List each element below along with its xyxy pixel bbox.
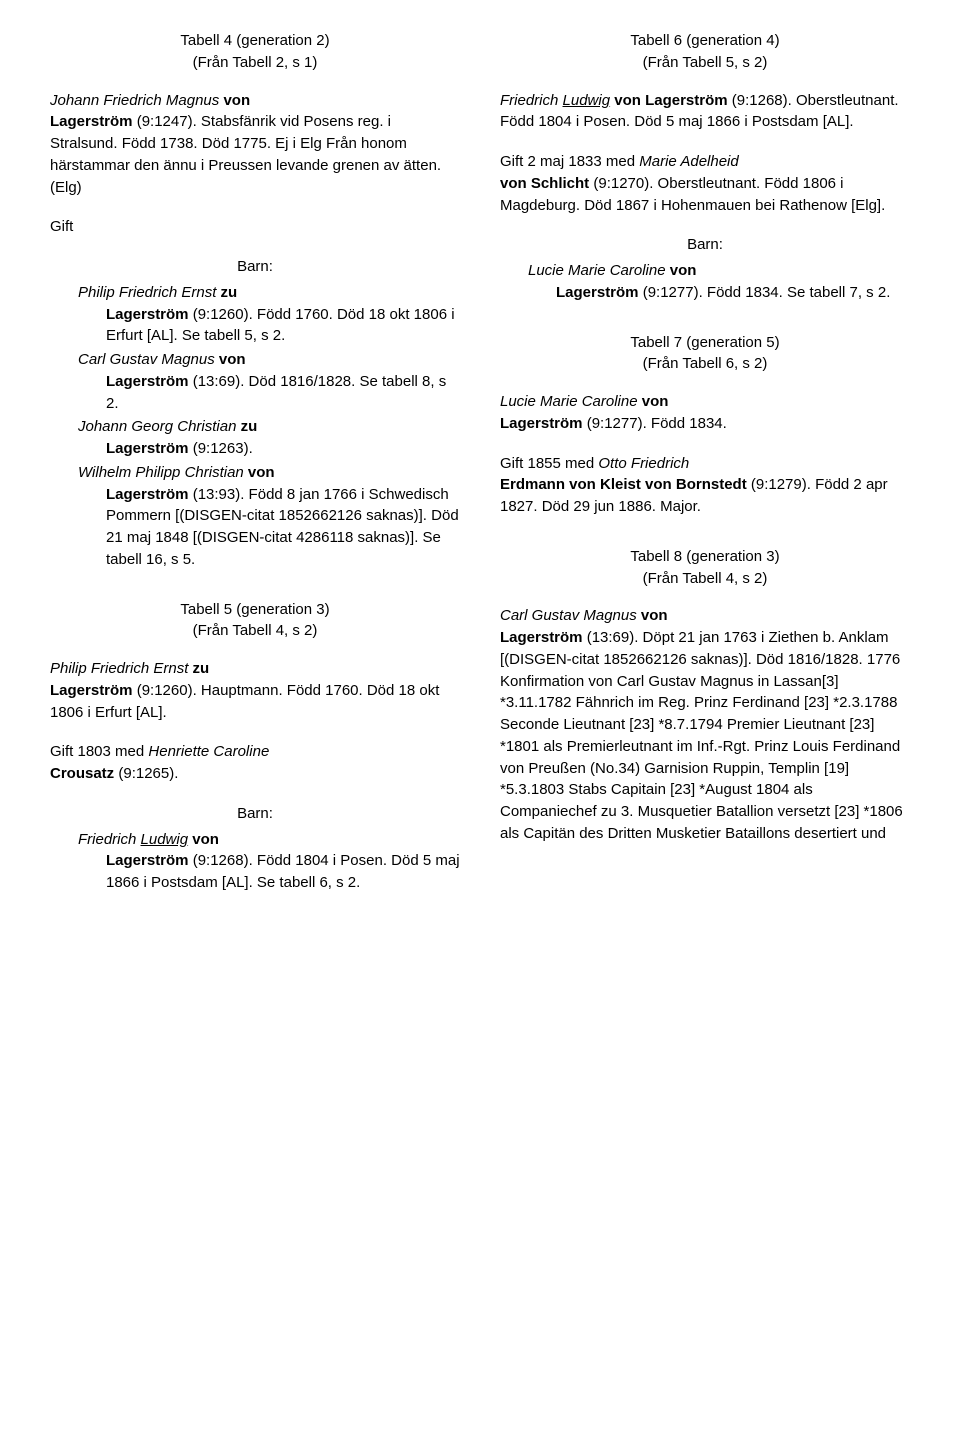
- table6-gift: Gift 2 maj 1833 med Marie Adelheid von S…: [500, 151, 910, 216]
- table4-person-surname: Lagerström: [50, 113, 133, 130]
- table4-title: Tabell 4 (generation 2) (Från Tabell 2, …: [50, 30, 460, 74]
- gift-pre: Gift 1803 med: [50, 743, 148, 760]
- table8-person: Carl Gustav Magnus von Lagerström (13:69…: [500, 605, 910, 844]
- table8-person-von: von: [641, 607, 668, 624]
- table4-person: Johann Friedrich Magnus von Lagerström (…: [50, 90, 460, 199]
- child-zu: zu: [221, 284, 238, 301]
- table8-person-details: (13:69). Döpt 21 jan 1763 i Ziethen b. A…: [500, 629, 903, 842]
- table7-person: Lucie Marie Caroline von Lagerström (9:1…: [500, 391, 910, 435]
- table4-gift: Gift: [50, 216, 460, 238]
- table6-person-bold: von Lagerström: [614, 92, 727, 109]
- gift-pre: Gift 2 maj 1833 med: [500, 153, 639, 170]
- table6-children: Lucie Marie Caroline von Lagerström (9:1…: [500, 260, 910, 304]
- table5-title: Tabell 5 (generation 3) (Från Tabell 4, …: [50, 599, 460, 643]
- table6-title-line1: Tabell 6 (generation 4): [500, 30, 910, 52]
- left-column: Tabell 4 (generation 2) (Från Tabell 2, …: [50, 30, 460, 1448]
- gift-spouse-bold: Erdmann von Kleist von Bornstedt: [500, 476, 747, 493]
- table5-person-name: Philip Friedrich Ernst: [50, 660, 193, 677]
- child-name-ul: Ludwig: [141, 831, 189, 848]
- table7-person-bold: Lagerström: [500, 415, 583, 432]
- table6-person-name-ul: Ludwig: [563, 92, 611, 109]
- child-surname: Lagerström: [106, 306, 189, 323]
- child-details: (9:1277). Född 1834. Se tabell 7, s 2.: [639, 284, 891, 301]
- table5-person-surname: Lagerström: [50, 682, 133, 699]
- table5-person: Philip Friedrich Ernst zu Lagerström (9:…: [50, 658, 460, 723]
- table8-person-name: Carl Gustav Magnus: [500, 607, 641, 624]
- child-zu: von: [248, 464, 275, 481]
- right-column: Tabell 6 (generation 4) (Från Tabell 5, …: [500, 30, 910, 1448]
- child-name: Lucie Marie Caroline: [528, 262, 670, 279]
- child-zu: zu: [241, 418, 258, 435]
- child-surname: Lagerström: [106, 486, 189, 503]
- gift-spouse: Marie Adelheid: [639, 153, 739, 170]
- child-name: Wilhelm Philipp Christian: [78, 464, 248, 481]
- child-surname: Lagerström: [106, 852, 189, 869]
- child-name: Johann Georg Christian: [78, 418, 241, 435]
- table4-children: Philip Friedrich Ernst zu Lagerström (9:…: [50, 282, 460, 571]
- table4-child-1: Philip Friedrich Ernst zu Lagerström (9:…: [78, 282, 460, 347]
- child-zu: von: [219, 351, 246, 368]
- table5-title-line1: Tabell 5 (generation 3): [50, 599, 460, 621]
- table5-title-line2: (Från Tabell 4, s 2): [50, 620, 460, 642]
- table5-gift: Gift 1803 med Henriette Caroline Crousat…: [50, 741, 460, 785]
- table6-title: Tabell 6 (generation 4) (Från Tabell 5, …: [500, 30, 910, 74]
- table4-child-3: Johann Georg Christian zu Lagerström (9:…: [78, 416, 460, 460]
- table5-barn-label: Barn:: [50, 803, 460, 825]
- child-name: Carl Gustav Magnus: [78, 351, 219, 368]
- table8-person-bold: Lagerström: [500, 629, 583, 646]
- table4-title-line2: (Från Tabell 2, s 1): [50, 52, 460, 74]
- child-name: Philip Friedrich Ernst: [78, 284, 221, 301]
- table6-child-1: Lucie Marie Caroline von Lagerström (9:1…: [528, 260, 910, 304]
- table5-child-1: Friedrich Ludwig von Lagerström (9:1268)…: [78, 829, 460, 894]
- child-surname: Lagerström: [106, 440, 189, 457]
- child-surname: Lagerström: [556, 284, 639, 301]
- table8-title-line1: Tabell 8 (generation 3): [500, 546, 910, 568]
- table4-barn-label: Barn:: [50, 256, 460, 278]
- table6-barn-label: Barn:: [500, 234, 910, 256]
- table7-title-line2: (Från Tabell 6, s 2): [500, 353, 910, 375]
- gift-spouse-bold: von Schlicht: [500, 175, 589, 192]
- table7-person-details: (9:1277). Född 1834.: [583, 415, 727, 432]
- table7-person-name: Lucie Marie Caroline: [500, 393, 642, 410]
- gift-spouse: Otto Friedrich: [598, 455, 689, 472]
- child-von: von: [670, 262, 697, 279]
- page: Tabell 4 (generation 2) (Från Tabell 2, …: [0, 0, 960, 1448]
- table7-person-von: von: [642, 393, 669, 410]
- child-surname: Lagerström: [106, 373, 189, 390]
- table6-person-name-pre: Friedrich: [500, 92, 563, 109]
- table6-person: Friedrich Ludwig von Lagerström (9:1268)…: [500, 90, 910, 134]
- table8-title: Tabell 8 (generation 3) (Från Tabell 4, …: [500, 546, 910, 590]
- table7-title: Tabell 7 (generation 5) (Från Tabell 6, …: [500, 332, 910, 376]
- child-details: (9:1263).: [189, 440, 253, 457]
- table4-child-2: Carl Gustav Magnus von Lagerström (13:69…: [78, 349, 460, 414]
- table7-title-line1: Tabell 7 (generation 5): [500, 332, 910, 354]
- table5-person-zu: zu: [193, 660, 210, 677]
- gift-pre: Gift 1855 med: [500, 455, 598, 472]
- child-von: von: [188, 831, 219, 848]
- table4-title-line1: Tabell 4 (generation 2): [50, 30, 460, 52]
- child-name-pre: Friedrich: [78, 831, 141, 848]
- table4-child-4: Wilhelm Philipp Christian von Lagerström…: [78, 462, 460, 571]
- table4-person-name-pre: Johann Friedrich Magnus: [50, 92, 223, 109]
- table8-title-line2: (Från Tabell 4, s 2): [500, 568, 910, 590]
- gift-spouse: Henriette Caroline: [148, 743, 269, 760]
- table4-person-von: von: [223, 92, 250, 109]
- gift-spouse-surname: Crousatz: [50, 765, 114, 782]
- table7-gift: Gift 1855 med Otto Friedrich Erdmann von…: [500, 453, 910, 518]
- table6-title-line2: (Från Tabell 5, s 2): [500, 52, 910, 74]
- table5-children: Friedrich Ludwig von Lagerström (9:1268)…: [50, 829, 460, 894]
- gift-rest: (9:1265).: [114, 765, 178, 782]
